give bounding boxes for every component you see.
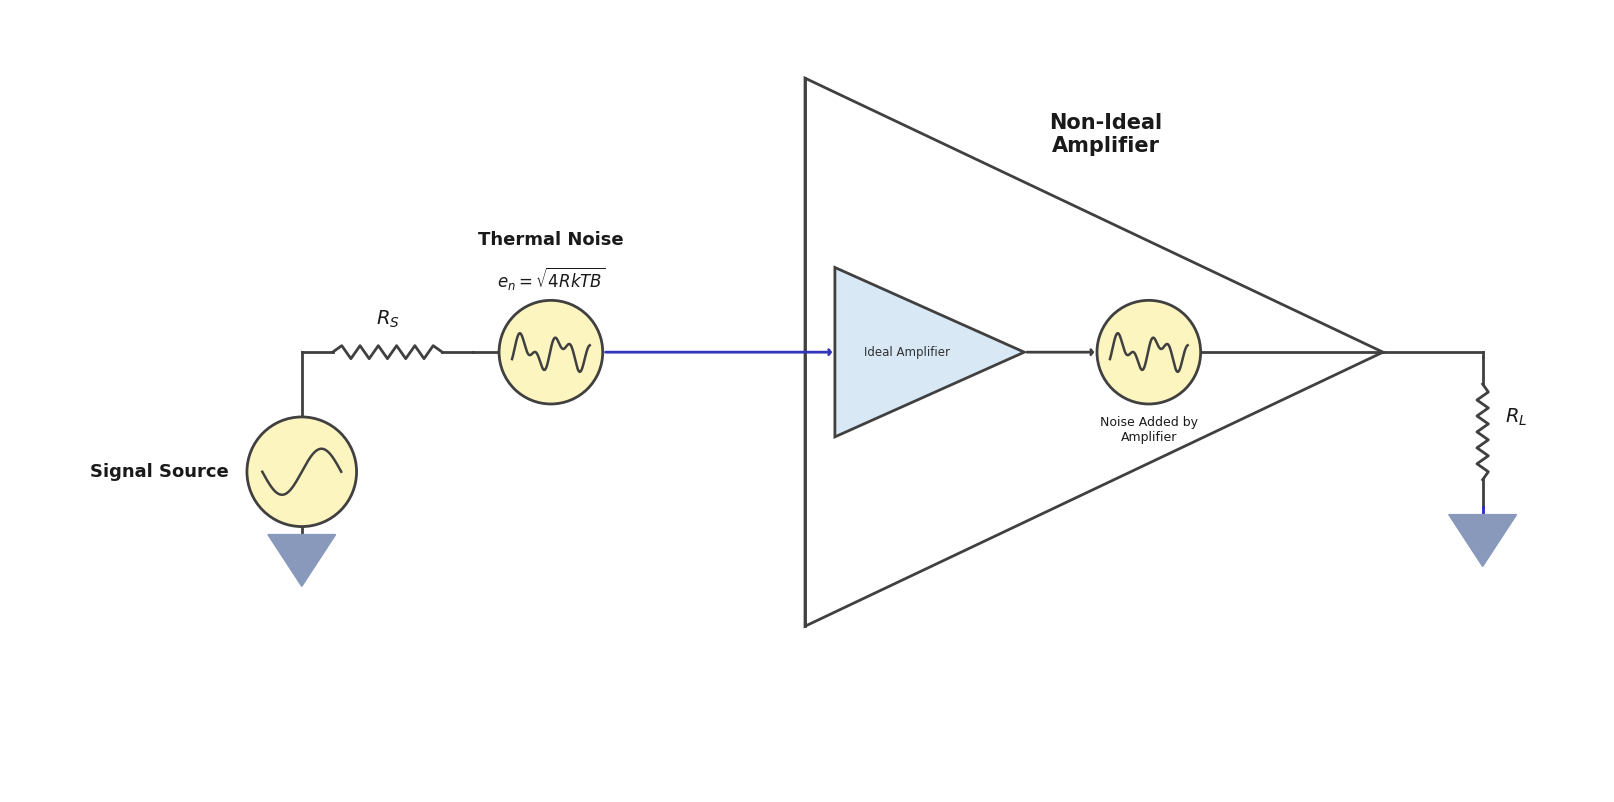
Polygon shape <box>268 535 336 586</box>
Circle shape <box>247 417 357 527</box>
Polygon shape <box>804 78 1382 626</box>
Circle shape <box>1096 301 1199 404</box>
Text: $e_n=\sqrt{4RkTB}$: $e_n=\sqrt{4RkTB}$ <box>497 265 605 293</box>
Text: Ideal Amplifier: Ideal Amplifier <box>863 346 949 358</box>
Text: Non-Ideal
Amplifier: Non-Ideal Amplifier <box>1049 113 1162 156</box>
Polygon shape <box>834 267 1023 437</box>
Text: Signal Source: Signal Source <box>90 463 229 480</box>
Text: Thermal Noise: Thermal Noise <box>478 230 623 249</box>
Polygon shape <box>1448 515 1516 566</box>
Circle shape <box>499 301 602 404</box>
Text: $R_S$: $R_S$ <box>376 309 399 330</box>
Text: Noise Added by
Amplifier: Noise Added by Amplifier <box>1099 416 1198 444</box>
Text: $R_L$: $R_L$ <box>1504 407 1525 428</box>
